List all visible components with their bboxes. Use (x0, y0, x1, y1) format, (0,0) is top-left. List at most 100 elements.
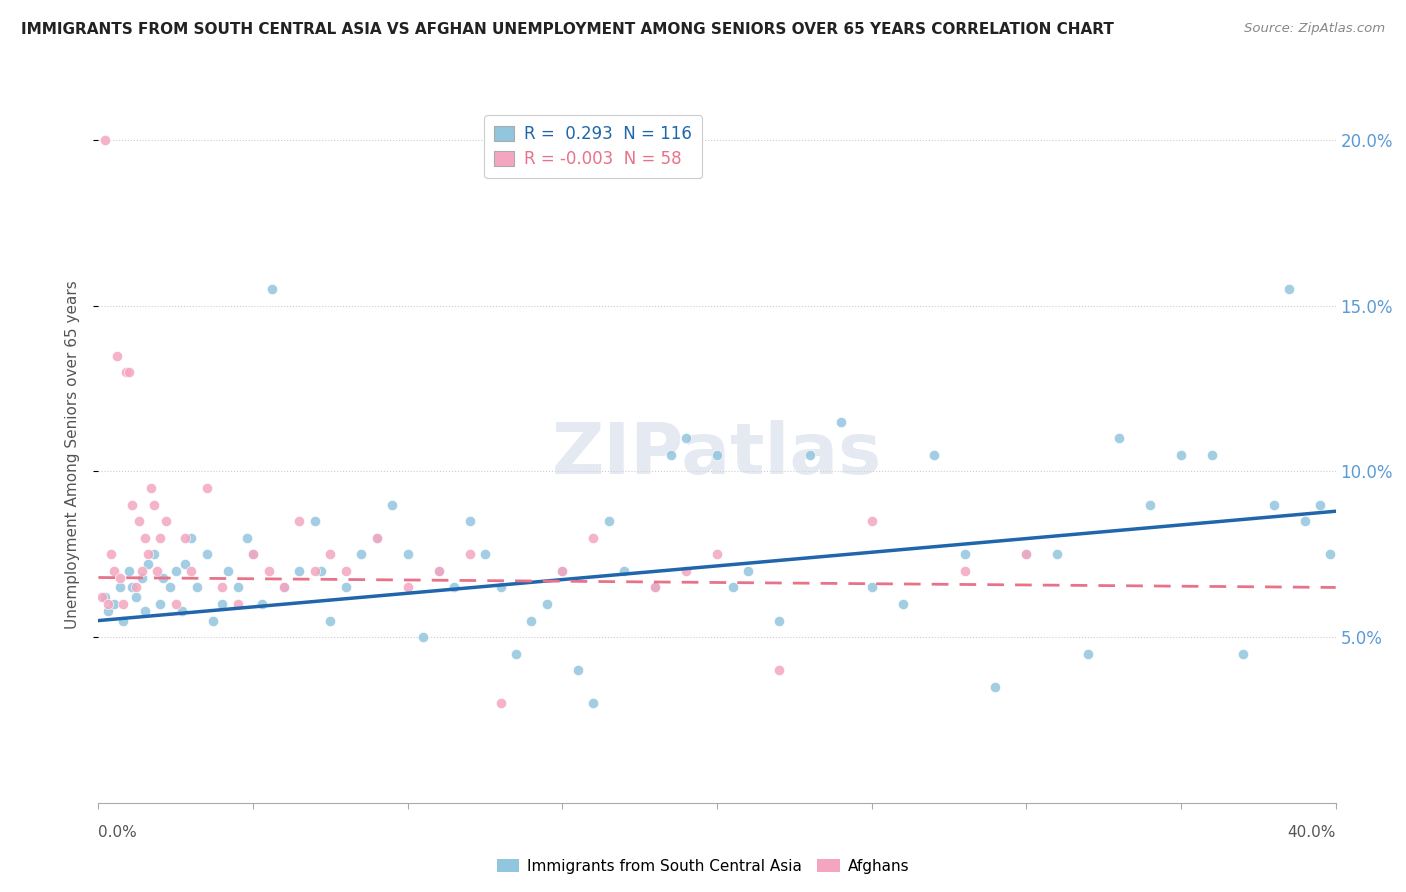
Point (396, 547, 419, 561)
Point (443, 581, 465, 595)
Point (768, 663, 790, 677)
Point (922, 448, 945, 462)
Point (737, 564, 759, 578)
Point (891, 597, 914, 611)
Point (1015, 547, 1038, 561)
Point (567, 663, 589, 677)
Point (860, 581, 883, 595)
Point (121, 581, 143, 595)
Point (474, 547, 496, 561)
Point (659, 448, 682, 462)
Point (1077, 647, 1099, 661)
Point (675, 564, 697, 578)
Point (93, 591, 115, 605)
Point (1294, 514, 1316, 528)
Point (1201, 448, 1223, 462)
Point (350, 547, 373, 561)
Point (489, 581, 512, 595)
Point (257, 564, 280, 578)
Point (226, 597, 249, 611)
Point (319, 614, 342, 628)
Point (309, 564, 332, 578)
Point (97, 604, 120, 618)
Point (97, 597, 120, 611)
Point (201, 614, 224, 628)
Point (103, 597, 125, 611)
Y-axis label: Unemployment Among Seniors over 65 years: Unemployment Among Seniors over 65 years (65, 281, 80, 629)
Point (170, 604, 193, 618)
Point (427, 564, 450, 578)
Point (124, 581, 146, 595)
Point (582, 697, 605, 711)
Point (953, 564, 976, 578)
Point (149, 531, 172, 545)
Point (180, 564, 202, 578)
Point (319, 547, 342, 561)
Point (108, 581, 131, 595)
Point (195, 481, 218, 495)
Point (134, 531, 156, 545)
Point (768, 614, 790, 628)
Point (1278, 282, 1301, 296)
Point (675, 431, 697, 445)
Point (1015, 547, 1038, 561)
Point (242, 547, 264, 561)
Point (551, 564, 574, 578)
Point (252, 597, 274, 611)
Point (136, 547, 159, 561)
Point (146, 564, 169, 578)
Point (174, 531, 197, 545)
Point (335, 581, 357, 595)
Point (115, 365, 138, 379)
Point (273, 581, 295, 595)
Point (1232, 647, 1254, 661)
Point (505, 647, 527, 661)
Point (412, 630, 434, 644)
Point (458, 514, 481, 528)
Point (155, 514, 177, 528)
Point (260, 282, 283, 296)
Point (520, 614, 543, 628)
Point (143, 498, 166, 512)
Point (830, 415, 852, 429)
Point (366, 531, 388, 545)
Point (118, 564, 141, 578)
Text: ZIPatlas: ZIPatlas (553, 420, 882, 490)
Point (93, 133, 115, 147)
Point (143, 547, 166, 561)
Point (598, 514, 620, 528)
Point (551, 564, 574, 578)
Point (195, 547, 218, 561)
Point (165, 564, 187, 578)
Point (108, 570, 131, 584)
Legend: Immigrants from South Central Asia, Afghans: Immigrants from South Central Asia, Afgh… (491, 853, 915, 880)
Point (118, 365, 141, 379)
Point (236, 531, 259, 545)
Text: Source: ZipAtlas.com: Source: ZipAtlas.com (1244, 22, 1385, 36)
Point (186, 581, 208, 595)
Point (706, 448, 728, 462)
Point (582, 531, 605, 545)
Point (217, 564, 239, 578)
Point (1263, 498, 1285, 512)
Point (427, 564, 450, 578)
Point (152, 570, 174, 584)
Point (165, 597, 187, 611)
Point (396, 581, 419, 595)
Point (211, 597, 233, 611)
Point (288, 514, 311, 528)
Point (706, 547, 728, 561)
Point (953, 547, 976, 561)
Legend: R =  0.293  N = 116, R = -0.003  N = 58: R = 0.293 N = 116, R = -0.003 N = 58 (485, 115, 702, 178)
Point (128, 514, 150, 528)
Point (860, 514, 883, 528)
Point (159, 581, 181, 595)
Point (134, 604, 156, 618)
Point (613, 564, 636, 578)
Point (180, 531, 202, 545)
Point (288, 564, 311, 578)
Point (799, 448, 821, 462)
Point (211, 581, 233, 595)
Point (536, 597, 558, 611)
Text: 0.0%: 0.0% (98, 825, 138, 840)
